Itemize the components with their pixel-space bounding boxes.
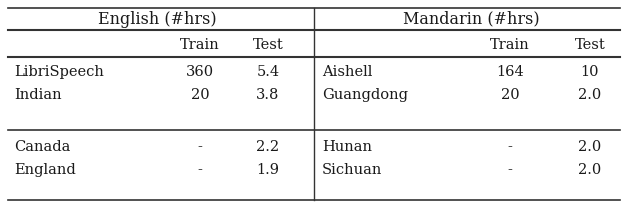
Text: Train: Train (180, 38, 220, 52)
Text: 2.2: 2.2 (256, 140, 279, 154)
Text: -: - (507, 140, 512, 154)
Text: 2.0: 2.0 (578, 88, 602, 102)
Text: 2.0: 2.0 (578, 140, 602, 154)
Text: 20: 20 (191, 88, 209, 102)
Text: Mandarin (#hrs): Mandarin (#hrs) (403, 10, 539, 27)
Text: England: England (14, 163, 76, 177)
Text: English (#hrs): English (#hrs) (98, 10, 216, 27)
Text: Guangdong: Guangdong (322, 88, 408, 102)
Text: 20: 20 (501, 88, 519, 102)
Text: Hunan: Hunan (322, 140, 372, 154)
Text: Aishell: Aishell (322, 65, 372, 79)
Text: -: - (507, 163, 512, 177)
Text: 1.9: 1.9 (256, 163, 279, 177)
Text: Test: Test (575, 38, 605, 52)
Text: Indian: Indian (14, 88, 62, 102)
Text: Sichuan: Sichuan (322, 163, 382, 177)
Text: 5.4: 5.4 (256, 65, 279, 79)
Text: Canada: Canada (14, 140, 70, 154)
Text: 164: 164 (496, 65, 524, 79)
Text: -: - (198, 163, 202, 177)
Text: 10: 10 (581, 65, 599, 79)
Text: 360: 360 (186, 65, 214, 79)
Text: Train: Train (490, 38, 530, 52)
Text: 2.0: 2.0 (578, 163, 602, 177)
Text: -: - (198, 140, 202, 154)
Text: 3.8: 3.8 (256, 88, 279, 102)
Text: LibriSpeech: LibriSpeech (14, 65, 104, 79)
Text: Test: Test (252, 38, 283, 52)
